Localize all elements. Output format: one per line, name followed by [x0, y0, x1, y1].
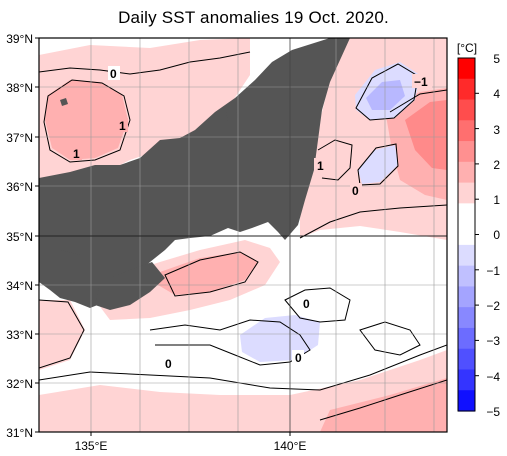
colorbar-cell [458, 161, 475, 184]
colorbar-tick: −1 [486, 264, 500, 278]
contour-one-northwest [43, 79, 131, 163]
colorbar-cell [458, 286, 475, 308]
colorbar-cell [458, 58, 475, 80]
colorbar-cell [458, 203, 475, 225]
contour-zero-south-2 [149, 319, 311, 366]
contour-zero-west [39, 299, 85, 369]
lat-label: 36°N [6, 180, 33, 194]
lat-label: 39°N [6, 32, 33, 46]
colorbar-cell [458, 244, 475, 267]
contour-zero-coastal [299, 204, 447, 239]
contour-label: 0 [352, 184, 359, 198]
warm-region-south-core [320, 378, 447, 432]
warm-region-kuroshio-core [158, 252, 258, 295]
lat-label: 38°N [6, 81, 33, 95]
land-kii-peninsula [95, 262, 165, 310]
contour-zero-south-1 [284, 287, 351, 323]
latitude-labels: 39°N 38°N 37°N 36°N 35°N 34°N 33°N 32°N … [6, 32, 33, 440]
colorbar-frame [457, 57, 476, 412]
map-title: Daily SST anomalies 19 Oct. 2020. [118, 8, 389, 27]
colorbar-cell [458, 327, 475, 350]
colorbar-cell [458, 224, 475, 246]
land-shikoku [39, 250, 90, 285]
cool-region-east-eddy [358, 145, 398, 184]
land-oki-island [60, 98, 68, 106]
land-honshu [39, 38, 350, 308]
lat-label: 33°N [6, 328, 33, 342]
colorbar-cell [458, 78, 475, 101]
colorbar-cell [458, 265, 475, 288]
lat-label: 32°N [6, 377, 33, 391]
contour-one-east [317, 139, 353, 181]
colorbar-tick: 1 [493, 193, 500, 207]
lon-label: 135°E [75, 439, 108, 453]
contour-value-labels: 0 1 1 −1 1 0 0 0 0 [70, 66, 432, 371]
land-sado-island [226, 108, 238, 122]
warm-region-northwest-core [45, 80, 128, 160]
colorbar: [°C] 5 4 3 2 1 0 −1 −2 −3 −4 −5 [457, 41, 500, 419]
warm-anomaly-regions [39, 38, 447, 432]
contour-label: 0 [110, 67, 117, 81]
axis-ticks [35, 37, 291, 436]
contour-label: 1 [317, 159, 324, 173]
colorbar-cell [458, 99, 475, 121]
colorbar-tick: 2 [493, 158, 500, 172]
colorbar-cell [458, 141, 475, 163]
contour-one-northeast [389, 89, 447, 113]
colorbar-tick: 5 [493, 52, 500, 66]
warm-region-west [39, 300, 85, 370]
land-areas [39, 38, 350, 310]
contour-one-southeast [319, 379, 447, 421]
colorbar-tick: −4 [486, 370, 500, 384]
contour-label: 0 [303, 297, 310, 311]
colorbar-cells [458, 58, 479, 412]
colorbar-tick: 0 [493, 228, 500, 242]
contour-one-kuroshio [164, 251, 259, 297]
colorbar-tick: −2 [486, 299, 500, 313]
graticule [39, 38, 447, 432]
cool-region-northeast-core [366, 80, 405, 110]
contour-label: 1 [119, 119, 126, 133]
colorbar-tick-labels: 5 4 3 2 1 0 −1 −2 −3 −4 −5 [486, 52, 500, 419]
contour-label: −1 [414, 75, 428, 89]
contour-zero-northwest [39, 51, 251, 75]
colorbar-cell [458, 182, 475, 204]
colorbar-cell [458, 390, 475, 412]
contour-label: 0 [165, 357, 172, 371]
lat-label: 35°N [6, 230, 33, 244]
colorbar-tick: −3 [486, 334, 500, 348]
map-frame [38, 37, 448, 433]
lat-label: 34°N [6, 279, 33, 293]
colorbar-cell [458, 307, 475, 329]
contour-zero-southeast [39, 344, 447, 391]
contour-label: 0 [295, 351, 302, 365]
lon-label: 140°E [274, 439, 307, 453]
lat-label: 37°N [6, 131, 33, 145]
warm-region-northeast-peak [405, 100, 447, 170]
colorbar-tick: 4 [493, 87, 500, 101]
colorbar-cell [458, 348, 475, 371]
colorbar-cell [458, 369, 475, 391]
colorbar-tick: 3 [493, 123, 500, 137]
colorbar-unit: [°C] [457, 41, 477, 55]
colorbar-cell [458, 120, 475, 142]
lat-label: 31°N [6, 426, 33, 440]
contour-label: 1 [73, 147, 80, 161]
colorbar-tick: −5 [486, 405, 500, 419]
longitude-labels: 135°E 140°E [75, 439, 307, 453]
